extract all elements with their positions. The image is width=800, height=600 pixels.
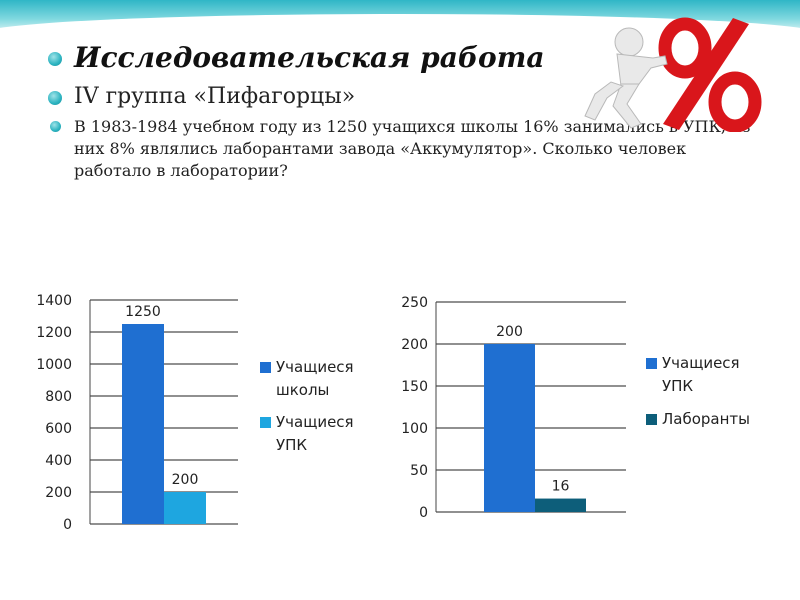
data-label: 200 (172, 472, 199, 488)
data-label: 200 (496, 324, 523, 340)
legend-label: Учащиеся (662, 354, 740, 372)
slide-subtitle: IV группа «Пифагорцы» (74, 84, 356, 109)
legend-swatch (646, 414, 657, 425)
subtitle-row: IV группа «Пифагорцы» (48, 82, 758, 112)
charts-area: 02004006008001000120014001250Учащиесяшко… (36, 293, 750, 533)
legend-label: УПК (276, 436, 307, 454)
y-tick-label: 400 (45, 453, 72, 469)
white-figure-icon (584, 27, 668, 129)
data-label: 1250 (125, 304, 161, 320)
bullet-dot-icon (50, 121, 61, 132)
data-label: 16 (552, 479, 570, 495)
y-tick-label: 100 (401, 421, 428, 437)
bar (122, 324, 164, 524)
legend-label: УПК (662, 377, 693, 395)
legend-label: Учащиеся (276, 358, 354, 376)
legend-label: школы (276, 381, 329, 399)
legend-label: Учащиеся (276, 413, 354, 431)
legend-label: Лаборанты (662, 410, 750, 428)
legend-swatch (260, 362, 271, 373)
problem-text: В 1983-1984 учебном году из 1250 учащихс… (74, 117, 751, 180)
y-tick-label: 600 (45, 421, 72, 437)
person-pushing-percent-icon (584, 17, 762, 132)
legend-swatch (646, 358, 657, 369)
y-tick-label: 1200 (36, 325, 72, 341)
percent-sign-icon (658, 17, 762, 132)
problem-row: В 1983-1984 учебном году из 1250 учащихс… (48, 116, 758, 182)
y-tick-label: 1000 (36, 357, 72, 373)
band-wave-shape (0, 14, 800, 34)
y-tick-label: 1400 (36, 293, 72, 309)
legend-swatch (260, 417, 271, 428)
y-tick-label: 0 (419, 505, 428, 521)
y-tick-label: 150 (401, 379, 428, 395)
slide-content: Исследовательская работа IV группа «Пифа… (48, 40, 758, 182)
bullet-dot-icon (48, 91, 62, 105)
y-tick-label: 200 (45, 485, 72, 501)
top-decorative-band (0, 0, 800, 34)
y-tick-label: 0 (63, 517, 72, 533)
title-row: Исследовательская работа (48, 40, 758, 76)
bar (164, 492, 206, 524)
chart-school-students: 0 200 400 600 800 1000 1200 1400 1250 Учащиеся шко… (36, 293, 353, 533)
y-tick-label: 50 (410, 463, 428, 479)
y-tick-label: 250 (401, 295, 428, 311)
chart-upk-students: 0 50 100 150 200 250 200 Учащиеся УПК 16 Лаборанты (401, 295, 750, 521)
bar (484, 344, 535, 512)
bullet-dot-icon (48, 52, 62, 66)
slide-title: Исследовательская работа (74, 41, 545, 74)
y-tick-label: 800 (45, 389, 72, 405)
y-tick-label: 200 (401, 337, 428, 353)
bar (535, 498, 586, 512)
